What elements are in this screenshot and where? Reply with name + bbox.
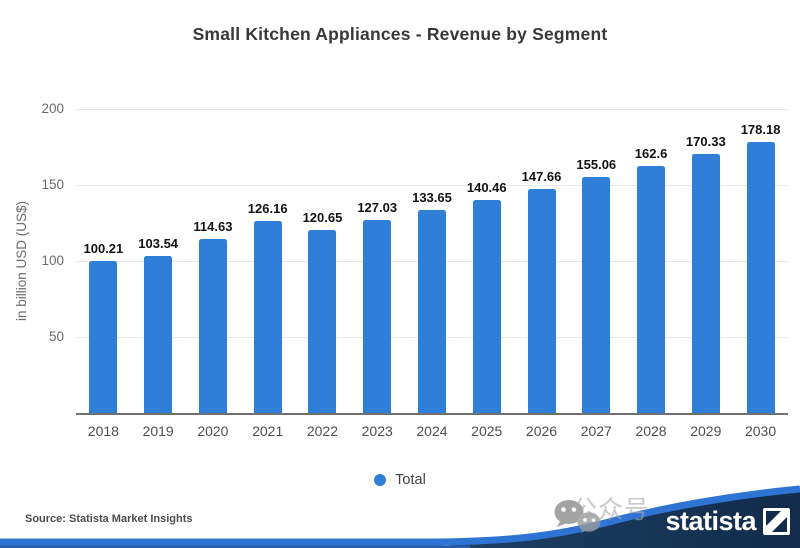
x-label-2018: 2018: [87, 423, 119, 439]
x-label-2028: 2028: [635, 423, 667, 439]
bar-2025[interactable]: [472, 199, 501, 413]
bar-value-2019: 103.54: [138, 235, 179, 251]
y-tick-150: 150: [41, 177, 64, 192]
bar-cell-2022: 120.65: [295, 210, 350, 413]
bar-2030[interactable]: [746, 142, 775, 413]
x-label-2019: 2019: [142, 423, 174, 439]
bar-2018[interactable]: [89, 260, 118, 413]
bar-2021[interactable]: [253, 221, 282, 413]
x-label-2021: 2021: [252, 423, 284, 439]
x-label-2030: 2030: [744, 423, 777, 439]
bar-2027[interactable]: [582, 177, 611, 413]
bar-cell-2023: 127.03: [350, 200, 405, 413]
bar-value-2025: 140.46: [466, 179, 507, 195]
bar-value-2027: 155.06: [576, 157, 617, 173]
bars-row: 100.21 103.54 114.63 126.16 120.65 127.03 133.…: [76, 109, 788, 413]
bar-cell-2026: 147.66: [514, 169, 569, 413]
bar-2022[interactable]: [308, 229, 337, 413]
source-line: Source: Statista Market Insights: [25, 513, 193, 525]
bar-value-2021: 126.16: [247, 201, 288, 217]
bar-2029[interactable]: [691, 154, 720, 413]
bar-2019[interactable]: [144, 255, 173, 413]
x-label-2026: 2026: [525, 423, 558, 439]
footer-blue-band: [0, 485, 800, 546]
bar-2023[interactable]: [363, 219, 392, 413]
chart-title: Small Kitchen Appliances - Revenue by Se…: [192, 24, 608, 44]
legend-marker-total: [374, 474, 387, 486]
bar-value-2022: 120.65: [302, 209, 343, 225]
x-label-2020: 2020: [197, 423, 229, 439]
footer-bottom-edge: [0, 545, 470, 548]
bar-value-2030: 178.18: [740, 122, 781, 138]
bar-2020[interactable]: [198, 238, 227, 413]
bar-cell-2029: 170.33: [678, 134, 733, 413]
bar-value-2028: 162.6: [634, 145, 668, 161]
statista-square-icon: [763, 508, 790, 535]
bar-cell-2025: 140.46: [459, 180, 514, 413]
plot-area: 100.21 103.54 114.63 126.16 120.65 127.03 133.…: [76, 109, 788, 415]
gridline-150: [76, 185, 788, 186]
x-label-2023: 2023: [361, 423, 393, 439]
bar-cell-2019: 103.54: [131, 236, 186, 413]
legend[interactable]: Total: [0, 468, 800, 492]
bar-cell-2018: 100.21: [76, 241, 131, 413]
bar-2026[interactable]: [527, 188, 556, 413]
y-tick-50: 50: [48, 329, 64, 344]
bar-2028[interactable]: [637, 165, 666, 413]
bar-value-2026: 147.66: [521, 168, 562, 184]
statista-logo-text: statista: [665, 506, 756, 536]
bar-2024[interactable]: [417, 209, 446, 413]
gridline-200: [76, 109, 788, 110]
wechat-watermark-text: 公众号: [571, 496, 650, 524]
legend-label-total: Total: [395, 472, 426, 488]
x-label-2024: 2024: [416, 423, 448, 439]
bar-cell-2021: 126.16: [240, 201, 295, 413]
x-label-2025: 2025: [471, 423, 503, 439]
bar-cell-2030: 178.18: [733, 122, 788, 413]
y-tick-100: 100: [41, 253, 64, 268]
y-tick-200: 200: [41, 101, 64, 116]
x-label-2022: 2022: [306, 423, 339, 439]
bar-cell-2024: 133.65: [405, 190, 460, 413]
bar-value-2029: 170.33: [685, 134, 726, 150]
bar-value-2020: 114.63: [193, 218, 233, 234]
bar-value-2023: 127.03: [357, 199, 398, 215]
x-label-2027: 2027: [580, 423, 612, 439]
wechat-icon: [554, 500, 601, 533]
bar-cell-2028: 162.6: [624, 146, 679, 413]
footer-swoosh: [0, 485, 800, 548]
bar-value-2018: 100.21: [83, 240, 124, 256]
x-label-2029: 2029: [690, 423, 722, 439]
bar-value-2024: 133.65: [412, 189, 452, 205]
bar-cell-2027: 155.06: [569, 157, 624, 413]
x-axis-labels: 2018 2019 2020 2021 2022 2023 2024 2025 2026 2027…: [76, 423, 788, 439]
bar-cell-2020: 114.63: [186, 219, 241, 413]
